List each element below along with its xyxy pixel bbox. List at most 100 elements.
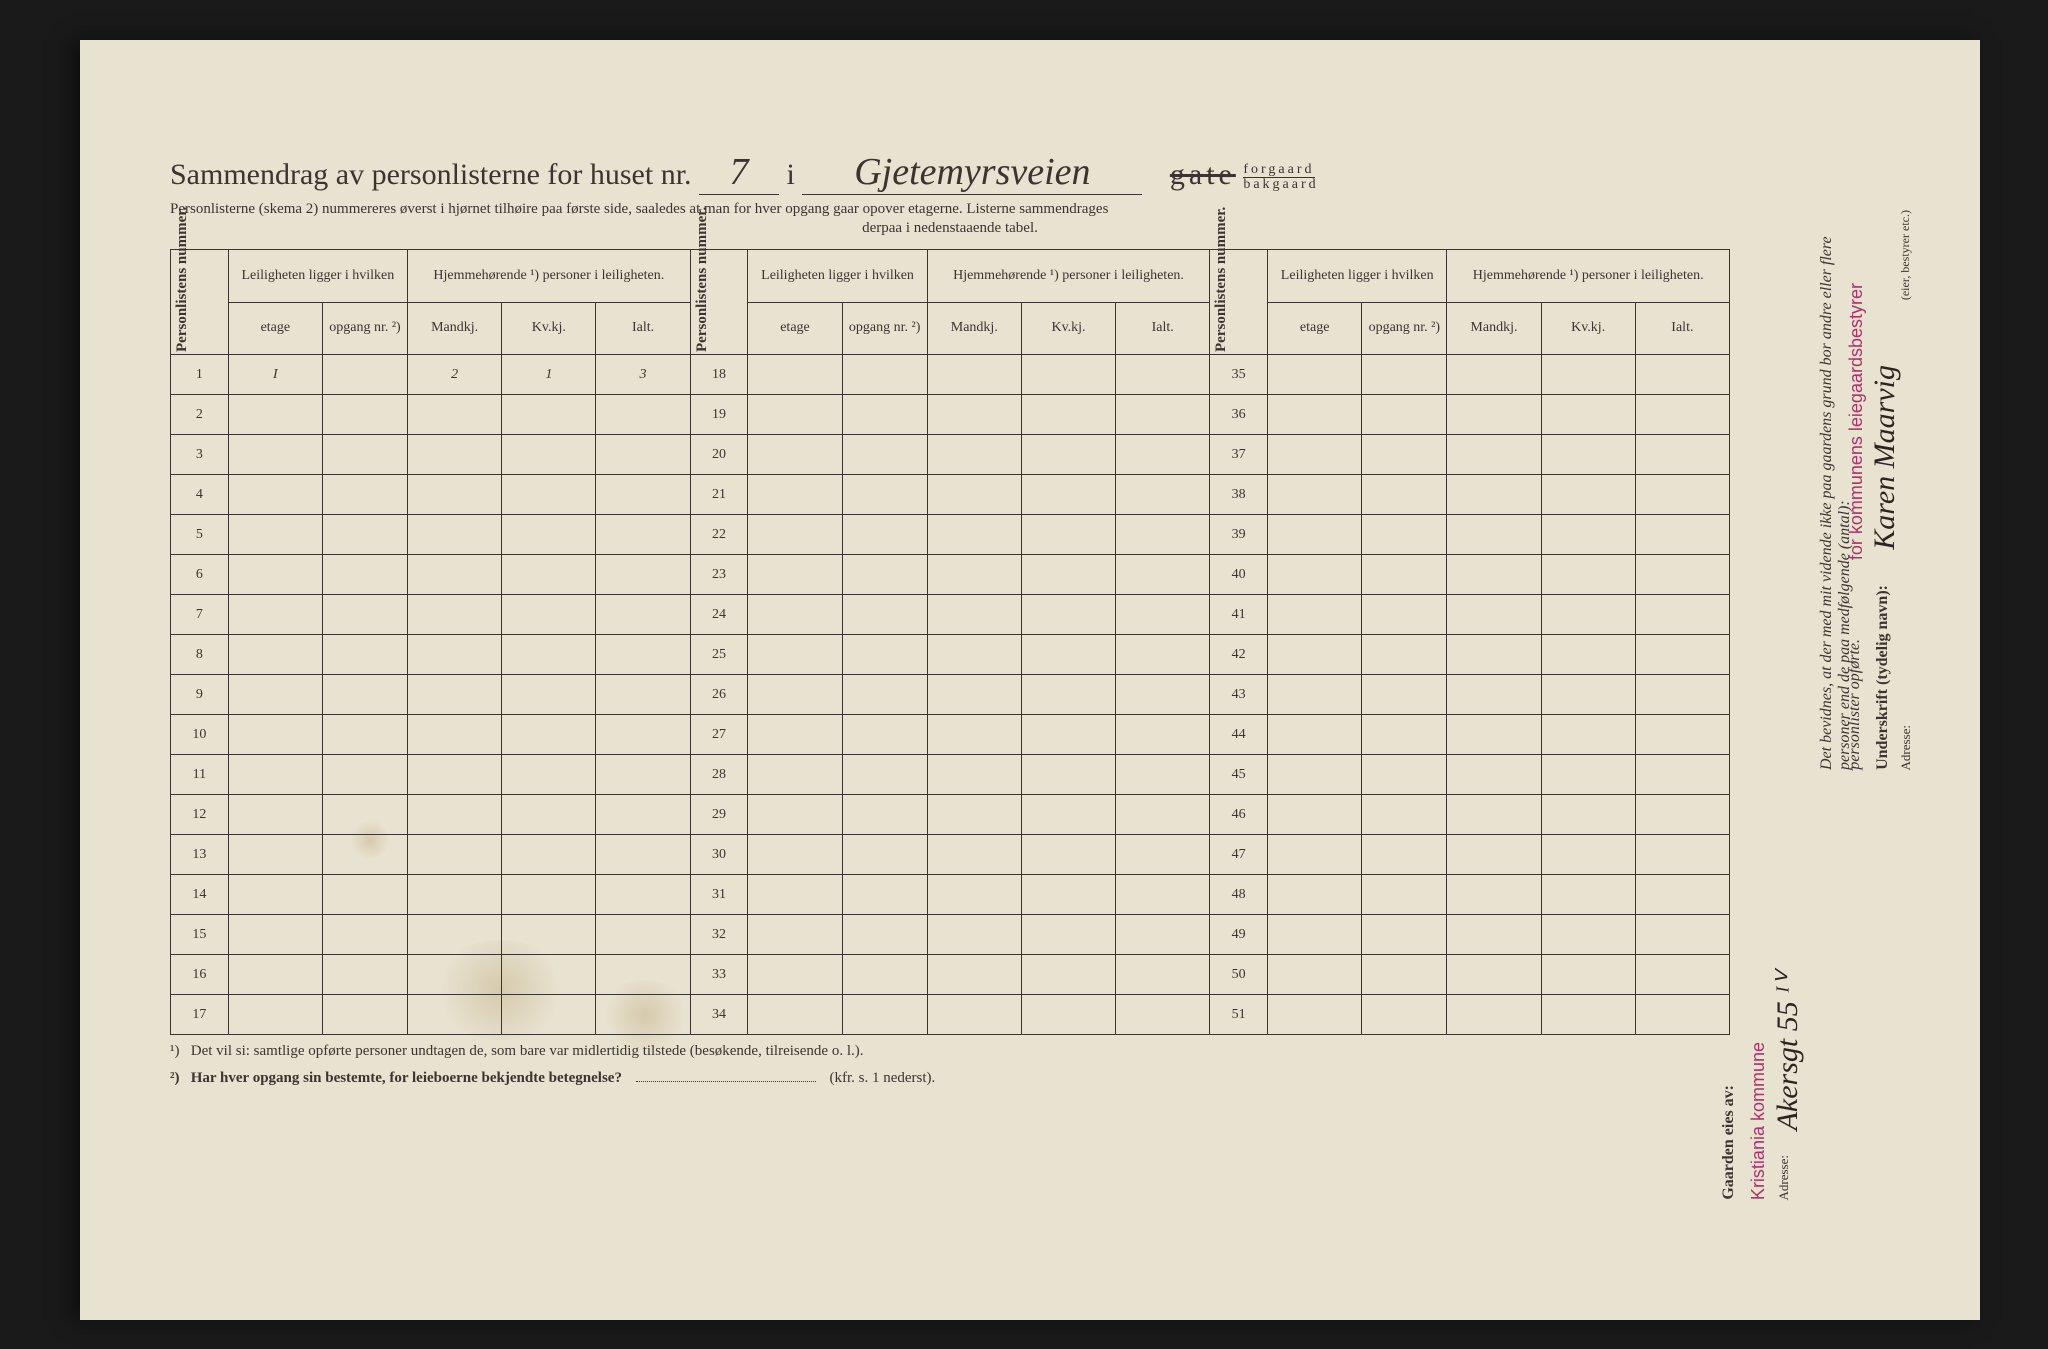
empty-cell [927,995,1021,1035]
empty-cell [1635,835,1729,875]
empty-cell [748,395,842,435]
empty-cell [1116,395,1210,435]
eier-note: (eier, bestyrer etc.) [1898,210,1913,300]
empty-cell [1268,475,1362,515]
empty-cell [1021,675,1115,715]
row-num: 21 [690,475,748,515]
empty-cell [927,875,1021,915]
empty-cell [596,435,690,475]
empty-cell [596,675,690,715]
empty-cell [1447,755,1541,795]
empty-cell [1116,635,1210,675]
empty-cell [748,755,842,795]
empty-cell [1021,835,1115,875]
row-num: 34 [690,995,748,1035]
empty-cell [1635,635,1729,675]
empty-cell [927,795,1021,835]
empty-cell [1021,515,1115,555]
row-num: 8 [171,635,229,675]
empty-cell [1268,915,1362,955]
empty-cell [1021,595,1115,635]
empty-cell [408,875,502,915]
empty-cell [842,555,927,595]
street-name-field: Gjetemyrsveien [802,150,1142,195]
empty-cell [1362,955,1447,995]
empty-cell [502,835,596,875]
empty-cell [408,995,502,1035]
empty-cell [1541,915,1635,955]
empty-cell [927,435,1021,475]
empty-cell [748,995,842,1035]
empty-cell [408,595,502,635]
empty-cell [748,595,842,635]
table-row: 143148 [171,875,1730,915]
row-num: 5 [171,515,229,555]
empty-cell [1268,355,1362,395]
empty-cell [1635,875,1729,915]
row-num: 26 [690,675,748,715]
empty-cell [1447,635,1541,675]
table-row: 1I2131835 [171,355,1730,395]
empty-cell [408,835,502,875]
row-num: 4 [171,475,229,515]
empty-cell [1635,915,1729,955]
row-num: 11 [171,755,229,795]
empty-cell [596,515,690,555]
cell-opgang [322,355,407,395]
cell-ialt: 3 [596,355,690,395]
empty-cell [842,475,927,515]
cell-kvkj: 1 [502,355,596,395]
empty-cell [1541,715,1635,755]
row-num: 43 [1210,675,1268,715]
table-row: 82542 [171,635,1730,675]
empty-cell [502,915,596,955]
empty-cell [1116,675,1210,715]
empty-cell [1268,715,1362,755]
empty-cell [1362,675,1447,715]
empty-cell [322,595,407,635]
row-num: 13 [171,835,229,875]
empty-cell [1447,595,1541,635]
empty-cell [1541,795,1635,835]
signature-handwritten: Karen Maarvig [1868,365,1902,550]
empty-cell [1116,475,1210,515]
empty-cell [748,795,842,835]
empty-cell [322,675,407,715]
house-number-field: 7 [699,150,779,195]
empty-cell [322,995,407,1035]
empty-cell [1447,955,1541,995]
empty-cell [502,955,596,995]
empty-cell [408,555,502,595]
empty-cell [1447,555,1541,595]
empty-cell [322,715,407,755]
empty-cell [748,675,842,715]
empty-cell [927,515,1021,555]
empty-cell [1021,915,1115,955]
table-row: 72441 [171,595,1730,635]
empty-cell [748,835,842,875]
cell-etage: I [228,355,322,395]
empty-cell [927,835,1021,875]
empty-cell [1116,995,1210,1035]
empty-cell [1021,875,1115,915]
empty-cell [1635,475,1729,515]
empty-cell [748,475,842,515]
empty-cell [1541,995,1635,1035]
adresse-handwritten: Akersgt 55 ᴵⱽ [1770,973,1805,1130]
empty-cell [1116,795,1210,835]
empty-cell [408,795,502,835]
empty-cell [228,395,322,435]
personlister-text: personlister opførte. [1846,639,1864,770]
empty-cell [842,435,927,475]
empty-cell [1268,595,1362,635]
row-num: 29 [690,795,748,835]
empty-cell [1447,995,1541,1035]
empty-cell [748,435,842,475]
footnote-1-sup: ¹) [170,1043,180,1059]
empty-cell [1635,435,1729,475]
empty-cell [502,795,596,835]
empty-cell [748,355,842,395]
table-row: 62340 [171,555,1730,595]
empty-cell [1268,635,1362,675]
right-column: Gaarden eies av: Kristiania kommune Adre… [1720,180,1920,1200]
